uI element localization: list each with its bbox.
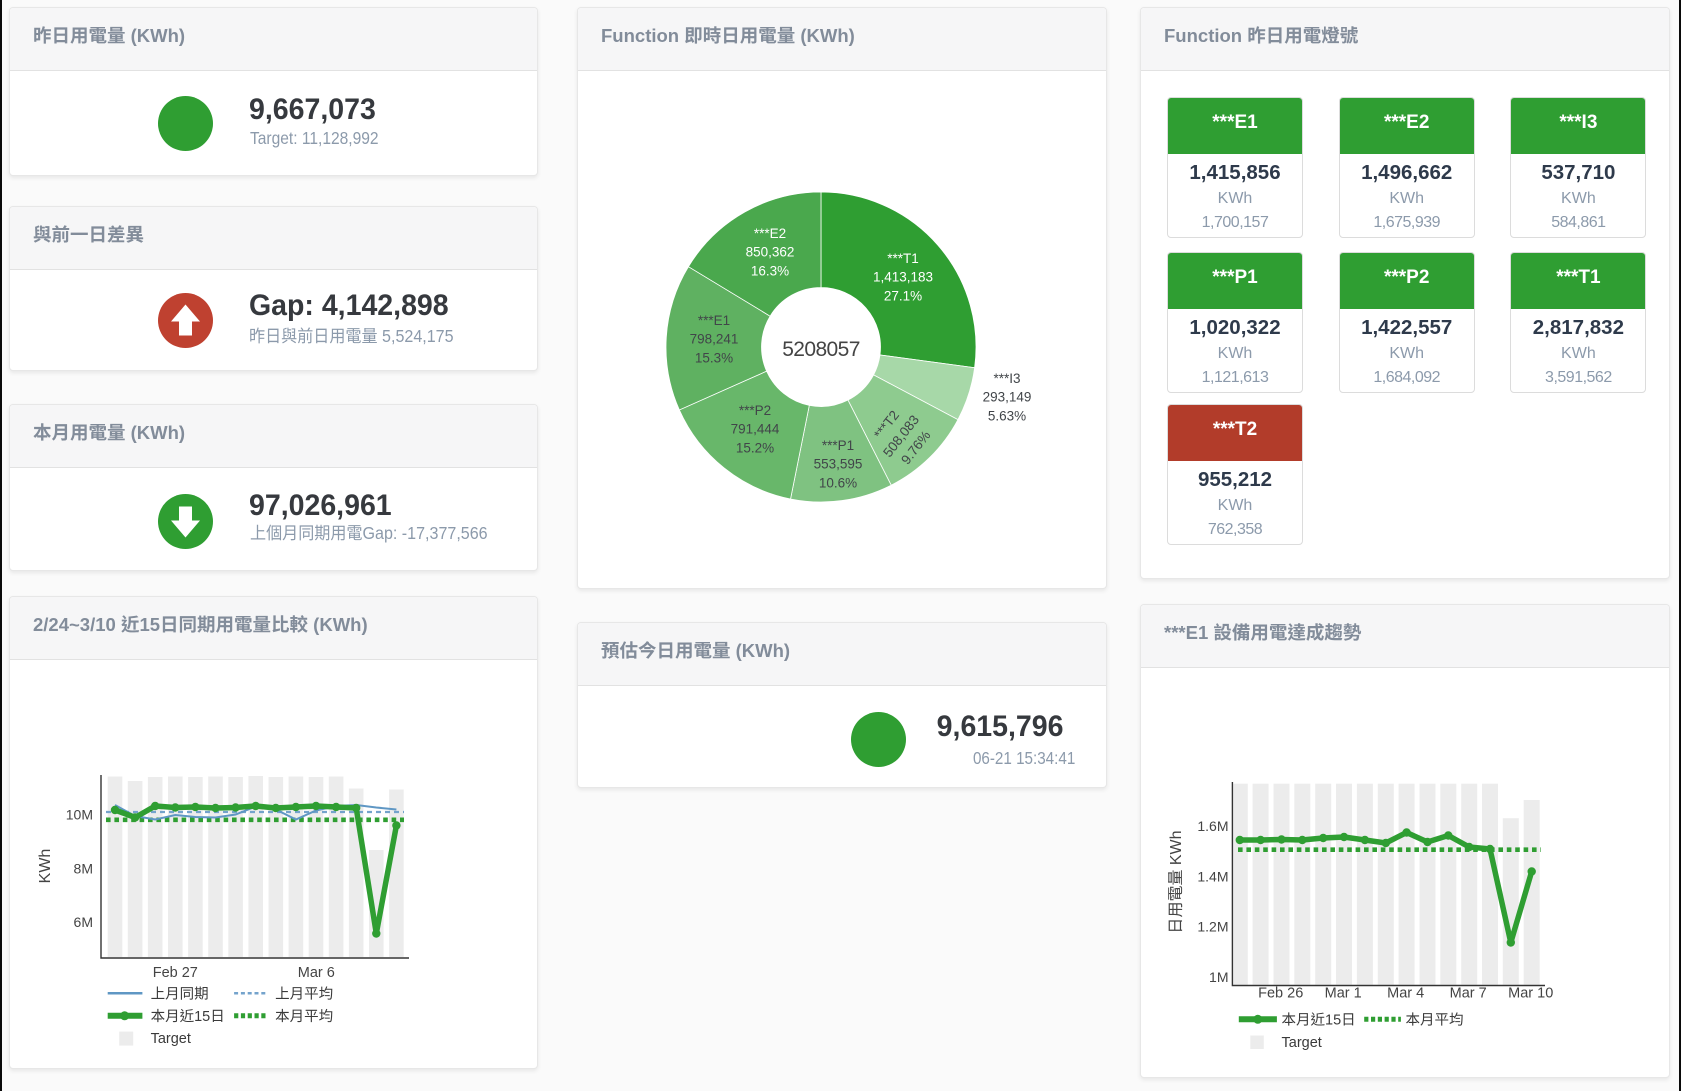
svg-text:27.1%: 27.1% <box>884 288 922 303</box>
svg-text:10M: 10M <box>66 807 93 823</box>
svg-text:Mar 6: Mar 6 <box>298 965 335 981</box>
svg-text:本月近15日: 本月近15日 <box>151 1008 225 1025</box>
svg-text:本月近15日: 本月近15日 <box>1282 1012 1356 1029</box>
svg-text:Feb 27: Feb 27 <box>153 965 198 981</box>
svg-text:8M: 8M <box>74 861 93 877</box>
svg-text:553,595: 553,595 <box>814 457 863 472</box>
svg-text:5208057: 5208057 <box>782 338 860 361</box>
svg-text:15.2%: 15.2% <box>736 440 774 455</box>
svg-text:15.3%: 15.3% <box>695 350 733 365</box>
svg-text:上月平均: 上月平均 <box>275 986 333 1003</box>
svg-text:791,444: 791,444 <box>731 422 780 437</box>
svg-text:日用電量 KWh: 日用電量 KWh <box>1168 830 1185 933</box>
svg-text:6M: 6M <box>74 914 93 930</box>
svg-text:Mar 10: Mar 10 <box>1508 986 1553 1002</box>
svg-text:850,362: 850,362 <box>746 245 795 260</box>
svg-text:KWh: KWh <box>37 849 54 884</box>
svg-text:1.4M: 1.4M <box>1197 869 1228 885</box>
svg-text:本月平均: 本月平均 <box>275 1008 333 1025</box>
svg-text:Target: Target <box>1282 1035 1322 1051</box>
svg-text:***I3: ***I3 <box>993 371 1020 386</box>
svg-text:Mar 4: Mar 4 <box>1387 986 1424 1002</box>
svg-text:***P1: ***P1 <box>822 438 854 453</box>
svg-text:16.3%: 16.3% <box>751 263 789 278</box>
svg-text:798,241: 798,241 <box>690 332 739 347</box>
svg-text:***P2: ***P2 <box>739 403 771 418</box>
svg-text:1.2M: 1.2M <box>1197 918 1228 934</box>
svg-text:本月平均: 本月平均 <box>1406 1012 1464 1029</box>
svg-text:Target: Target <box>151 1031 191 1047</box>
svg-text:Feb 26: Feb 26 <box>1258 986 1303 1002</box>
svg-text:1M: 1M <box>1209 969 1228 985</box>
svg-text:293,149: 293,149 <box>983 390 1032 405</box>
svg-text:***T1: ***T1 <box>887 251 919 266</box>
svg-text:***E2: ***E2 <box>754 226 786 241</box>
svg-text:1,413,183: 1,413,183 <box>873 270 933 285</box>
svg-text:5.63%: 5.63% <box>988 408 1026 423</box>
svg-text:1.6M: 1.6M <box>1197 818 1228 834</box>
svg-text:Mar 1: Mar 1 <box>1325 986 1362 1002</box>
svg-text:***E1: ***E1 <box>698 313 730 328</box>
svg-text:Mar 7: Mar 7 <box>1450 986 1487 1002</box>
svg-text:10.6%: 10.6% <box>819 475 857 490</box>
svg-text:上月同期: 上月同期 <box>151 987 209 1003</box>
